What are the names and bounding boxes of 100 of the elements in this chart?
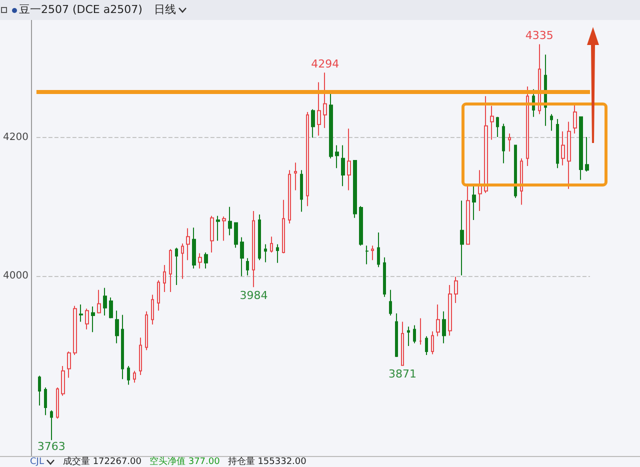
candlestick (567, 121, 571, 190)
candlestick (127, 366, 130, 386)
candlestick (258, 214, 261, 261)
y-tick-label: 4200 (2, 132, 28, 144)
candlestick (204, 252, 208, 269)
annotation: CJL (30, 457, 45, 467)
candlestick (484, 96, 488, 194)
candlestick (514, 144, 517, 198)
candlestick (139, 337, 142, 376)
candlestick (556, 118, 559, 169)
candlestick (448, 284, 452, 336)
candlestick (252, 210, 255, 288)
candlestick (234, 222, 238, 248)
candlestick (270, 236, 273, 254)
candlestick (413, 324, 416, 344)
candlestick (175, 247, 178, 286)
annotation: 4294 (311, 58, 340, 71)
candlestick (73, 305, 77, 356)
annotation: 3763 (37, 440, 66, 454)
candlestick (115, 310, 119, 344)
annotation: 4335 (525, 29, 554, 42)
candlestick (359, 206, 363, 246)
candlestick (50, 410, 53, 441)
candlestick (508, 133, 511, 152)
candlestick (395, 312, 398, 358)
candlestick (145, 310, 148, 351)
candlestick (282, 199, 285, 254)
candlestick (79, 304, 83, 322)
annotation: 成交量 172267.00 (62, 457, 142, 467)
candlestick (520, 158, 523, 206)
candlestick (133, 370, 136, 384)
candlestick (216, 215, 220, 242)
candlestick (442, 310, 446, 344)
candlestick (317, 82, 321, 136)
candlestick (44, 386, 47, 416)
annotation: 3984 (240, 289, 268, 302)
candlestick (472, 184, 476, 221)
candlestick (353, 160, 357, 218)
candlestick (401, 321, 404, 366)
chart-subtitle: 日线 (154, 2, 177, 18)
candlestick (419, 318, 422, 346)
candlestick (311, 108, 315, 138)
candlestick (454, 276, 458, 304)
candlestick (157, 280, 160, 312)
annotation: 空头净值 377.00 (149, 457, 220, 467)
candlestick (585, 136, 589, 172)
candlestick (502, 123, 505, 164)
candlestick (377, 232, 380, 268)
candlestick (478, 170, 482, 212)
candlestick (85, 308, 89, 330)
candlestick (210, 215, 214, 254)
candlestick (341, 144, 345, 187)
candlestick (526, 86, 529, 167)
candlestick (561, 130, 565, 166)
candlestick (425, 336, 428, 356)
chart-title: 豆一2507 (DCE a2507) (19, 2, 142, 18)
candlestick (276, 244, 279, 264)
candlestick (431, 330, 434, 355)
candlestick (389, 289, 392, 316)
candlestick (38, 375, 41, 406)
candlestick (228, 206, 232, 236)
candlestick (97, 289, 101, 314)
candlestick (460, 200, 464, 276)
candlestick (466, 186, 470, 245)
candlestick (436, 304, 440, 337)
candlestick (306, 112, 309, 207)
candlestick (329, 94, 333, 159)
candlestick (67, 351, 71, 378)
candlestick (91, 306, 95, 333)
y-tick-label: 4000 (2, 270, 28, 282)
candlestick (192, 227, 196, 269)
candlestick (121, 314, 124, 380)
candlestick (383, 256, 386, 298)
candlestick (496, 116, 499, 138)
candlestick (240, 236, 244, 277)
candlestick (371, 245, 374, 261)
candlestick (573, 103, 577, 134)
candlestick (550, 114, 553, 132)
candlestick (109, 297, 113, 319)
candlestick (222, 216, 226, 242)
candlestick (323, 72, 327, 128)
candlestick (335, 144, 339, 169)
candlestick (294, 162, 297, 191)
candlestick (181, 243, 184, 280)
candlestick (163, 264, 166, 292)
candlestick (56, 386, 59, 420)
candlestick (103, 287, 107, 316)
candlestick (347, 128, 351, 191)
candlestick (579, 116, 583, 180)
candlestick (365, 245, 369, 265)
candlestick (61, 366, 65, 396)
annotation: 3871 (388, 367, 417, 380)
candlestick (246, 258, 249, 276)
candlestick (264, 244, 267, 263)
candlestick (198, 252, 202, 269)
candlestick (151, 294, 154, 326)
candlestick (288, 170, 291, 224)
candlestick (169, 248, 172, 292)
candlestick (300, 170, 303, 212)
candlestick (490, 105, 494, 140)
